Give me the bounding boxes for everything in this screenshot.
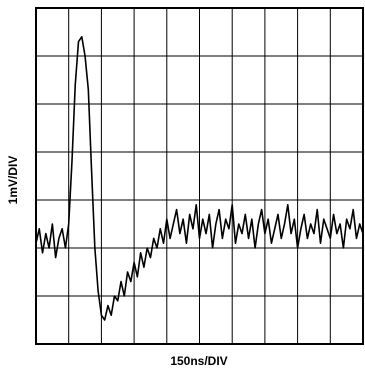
y-axis-label: 1mV/DIV [6,156,20,205]
x-axis-label: 150ns/DIV [170,354,227,368]
trace [35,36,364,321]
plot-frame [35,7,364,345]
